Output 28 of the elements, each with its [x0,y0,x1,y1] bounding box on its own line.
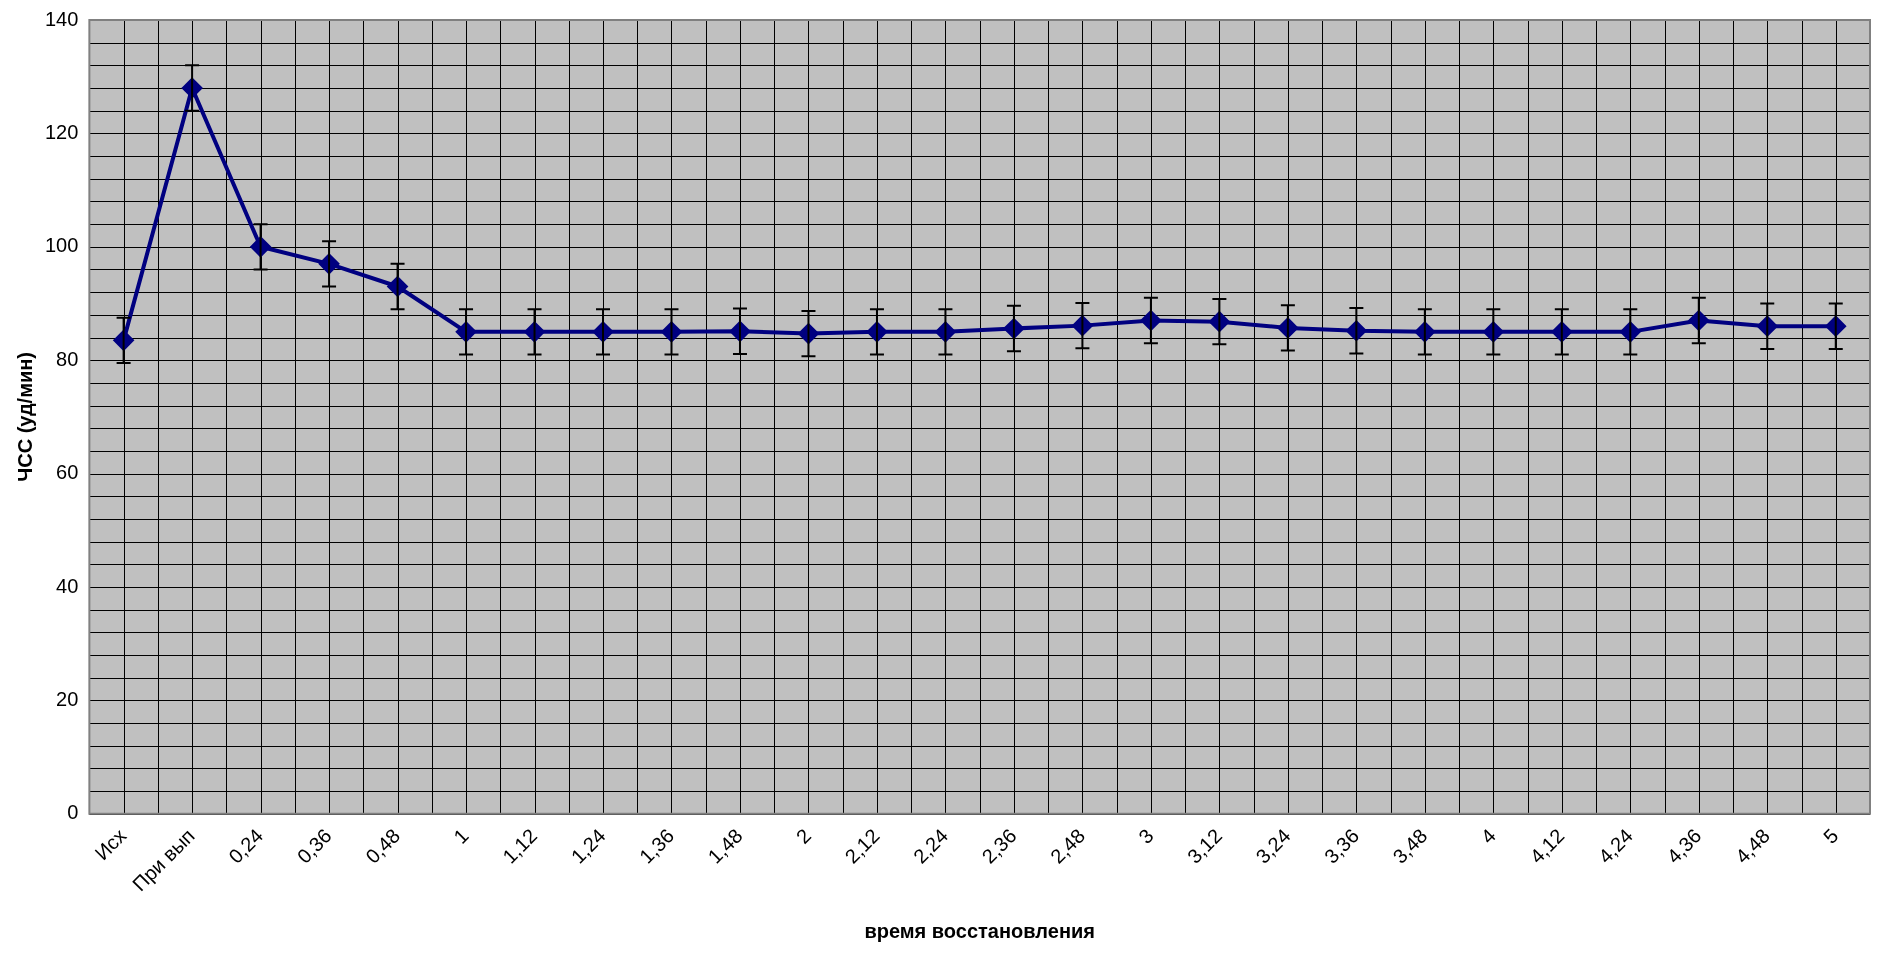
x-tick-label: 3,12 [1183,824,1227,868]
x-tick-label: 1 [449,824,473,848]
x-tick-label: 3,36 [1320,824,1364,868]
x-tick-label: 0,36 [292,824,336,868]
x-tick-label: 3,48 [1388,824,1432,868]
y-tick-label: 20 [56,687,79,710]
y-tick-label: 140 [44,7,79,30]
x-tick-label: 0,24 [224,824,268,868]
y-tick-label: 60 [56,461,79,484]
x-tick-label: 3,24 [1251,824,1295,868]
x-axis-title: время восстановления [864,919,1095,942]
x-tick-label: 4,12 [1525,824,1569,868]
y-tick-label: 100 [44,234,79,257]
x-tick-label: Исх [90,824,131,865]
y-tick-label: 80 [56,347,79,370]
x-tick-label: При вып [128,824,199,896]
x-tick-label: 5 [1819,824,1843,848]
y-tick-label: 0 [67,801,79,824]
x-tick-label: 4,24 [1593,824,1638,868]
x-tick-label: 2 [791,824,816,848]
x-tick-label: 4,36 [1662,824,1706,868]
y-axis-title: ЧСС (уд/мин) [13,351,36,482]
x-tick-label: 4,48 [1730,824,1774,868]
y-tick-label: 40 [56,574,79,597]
x-tick-label: 0,48 [361,824,405,868]
x-tick-label: 4 [1476,824,1501,848]
x-tick-label: 3 [1134,824,1158,848]
y-tick-label: 120 [44,120,79,143]
